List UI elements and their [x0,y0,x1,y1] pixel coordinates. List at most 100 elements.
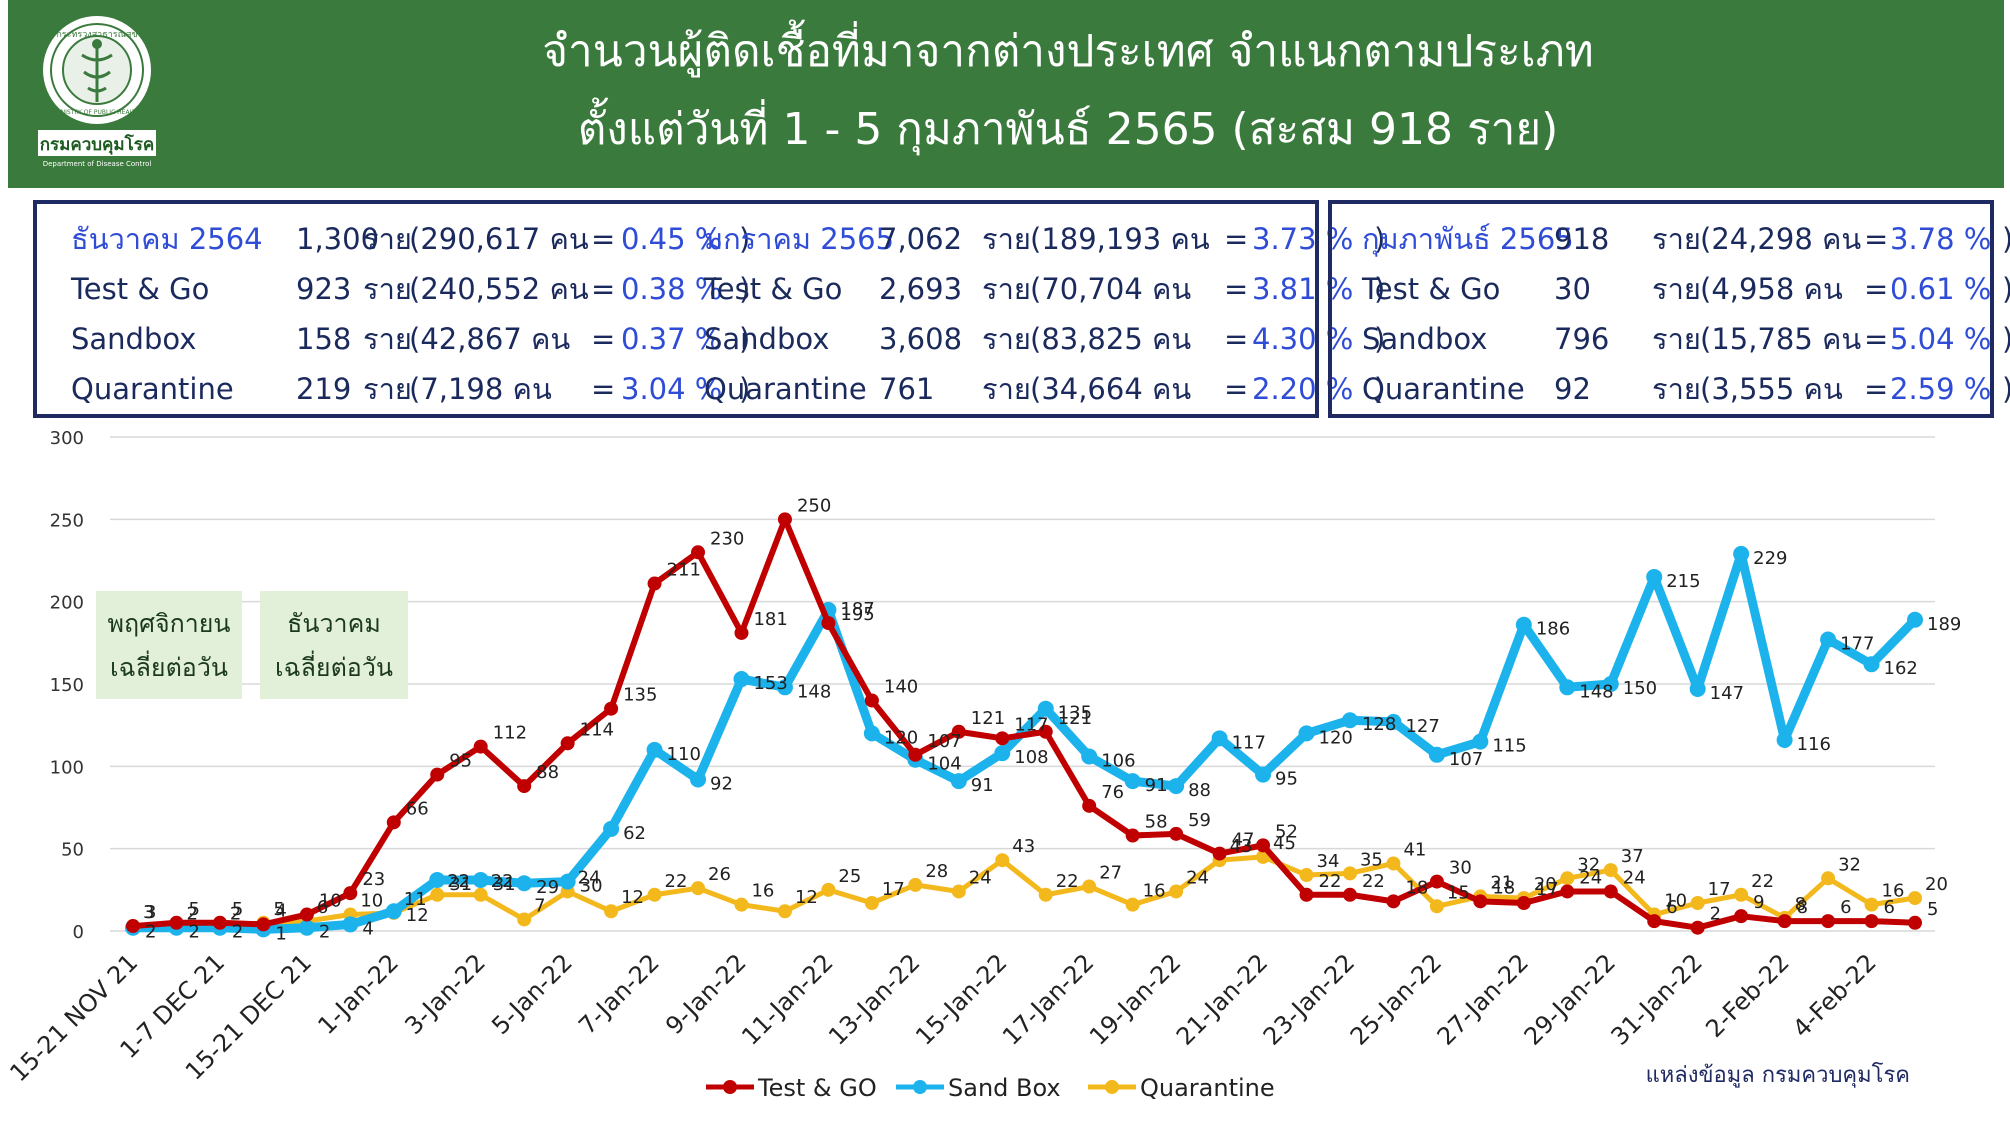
data-label: 114 [580,719,614,740]
data-label: 121 [1058,708,1092,729]
legend-label: Sand Box [948,1074,1061,1102]
series-point [1907,611,1923,628]
x-tick-label: 2-Feb-22 [1700,948,1794,1042]
data-label: 1 [275,923,286,944]
data-label: 95 [1275,769,1298,790]
series-point [1169,826,1184,841]
summary-eq: = [591,372,616,406]
series-point [299,907,314,922]
summary-pct: 0.38 % [621,272,723,306]
series-point [1560,884,1575,899]
data-label: 24 [578,867,601,888]
summary-base: (42,867 คน [409,322,571,356]
summary-pct: 5.04 % [1890,322,1992,356]
data-label: 250 [797,495,831,516]
summary-unit: ราย [363,272,412,306]
summary-close: ) [2002,314,2010,364]
data-label: 91 [1145,775,1168,796]
series-point [1038,887,1053,902]
summary-close: ) [1374,322,1386,356]
data-label: 24 [1186,867,1209,888]
summary-close: ) [2002,264,2010,314]
summary-count: 2,693 [879,272,963,306]
data-label: 4 [275,900,286,921]
data-label: 121 [971,708,1005,729]
series-point [1864,897,1879,912]
series-point [212,915,227,930]
summary-label: Test & Go [71,272,210,306]
data-label: 26 [708,864,731,885]
data-label: 5 [273,899,284,920]
series-point [517,912,532,927]
summary-base: (70,704 คน [1030,272,1192,306]
x-tick-label: 3-Jan-22 [399,948,491,1040]
summary-close: ) [739,322,751,356]
data-label: 88 [1188,780,1211,801]
summary-base: (24,298 คน [1700,222,1862,256]
legend-item: Test & GO [706,1074,877,1102]
series-point [864,896,879,911]
series-point [126,919,140,934]
series-point [298,919,315,936]
data-label: 9 [1753,892,1764,913]
data-label: 25 [838,866,861,887]
data-label: 127 [1405,716,1439,737]
summary-pct: 3.78 % [1890,222,1992,256]
data-label: 2 [232,922,243,943]
summary-count: 1,300 [296,222,380,256]
series-point [646,741,663,758]
data-label: 20 [1925,874,1948,895]
series-point [1082,879,1097,894]
summary-base: (240,552 คน [409,272,589,306]
data-label: 229 [1753,548,1787,569]
series-point [1211,730,1228,747]
series-point [1602,676,1619,692]
series-point [1298,725,1315,742]
summary-pct: 0.45 % [621,222,723,256]
summary-count: 918 [1554,222,1610,256]
summary-count: 7,062 [879,222,963,256]
x-tick-label: 15-Jan-22 [910,948,1012,1050]
summary-eq: = [1224,222,1249,256]
data-label: 16 [1882,881,1905,902]
series-point [1821,914,1836,929]
series-point [1342,887,1357,902]
legend-item: Sand Box [896,1074,1061,1102]
data-label: 189 [1927,614,1961,635]
summary-label: Test & Go [1362,272,1501,306]
data-label: 6 [317,897,328,918]
data-label: 91 [971,775,994,796]
summary-label: Test & Go [704,272,843,306]
summary-count: 219 [296,372,352,406]
data-label: 6 [1840,897,1851,918]
summary-eq: = [1864,222,1889,256]
series-point [1515,616,1532,633]
series-point [995,731,1010,746]
data-label: 23 [362,869,385,890]
series-point [821,616,836,631]
x-tick-label: 15-21 NOV 21 [4,948,143,1087]
x-tick-label: 11-Jan-22 [736,948,838,1050]
data-label: 116 [1797,734,1831,755]
summary-unit: ราย [982,322,1031,356]
x-tick-label: 27-Jan-22 [1432,948,1534,1050]
series-point [559,873,576,890]
summary-pct: 0.37 % [621,322,723,356]
series-line-0 [132,516,1916,931]
data-label: 117 [1232,732,1266,753]
series-point [777,512,792,527]
data-label: 92 [710,774,733,795]
data-label: 106 [1101,750,1135,771]
series-point [690,771,707,788]
summary-close: ) [1374,222,1386,256]
source-note: แหล่งข้อมูล กรมควบคุมโรค [1646,1062,1910,1088]
series-point [1429,899,1444,914]
summary-pct: 3.04 % [621,372,723,406]
series-point [473,739,488,754]
data-label: 31 [493,874,516,895]
x-tick-label: 21-Jan-22 [1171,948,1273,1050]
series-point [603,820,620,837]
data-label: 104 [927,754,961,775]
summary-pct: 0.61 % [1890,272,1992,306]
data-label: 58 [1145,811,1168,832]
